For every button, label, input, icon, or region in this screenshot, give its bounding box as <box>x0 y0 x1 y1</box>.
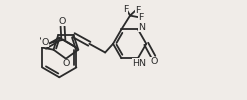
Text: F: F <box>135 6 141 15</box>
Text: HN: HN <box>133 59 146 68</box>
Text: F: F <box>138 13 144 22</box>
Text: O: O <box>62 59 70 68</box>
Text: F: F <box>123 5 128 14</box>
Text: N: N <box>138 23 145 32</box>
Text: O: O <box>59 17 66 26</box>
Text: O: O <box>41 38 48 47</box>
Text: O: O <box>150 57 158 66</box>
